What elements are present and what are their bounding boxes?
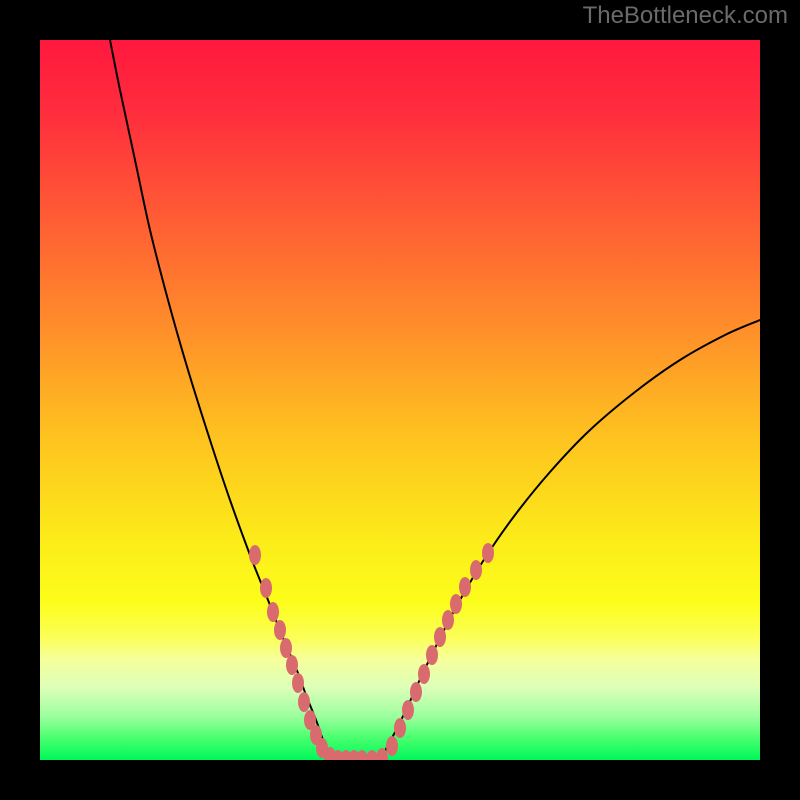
data-marker — [470, 560, 482, 580]
data-marker — [280, 638, 292, 658]
data-marker — [450, 594, 462, 614]
data-marker — [249, 545, 261, 565]
data-marker — [274, 620, 286, 640]
data-marker — [298, 692, 310, 712]
data-marker — [386, 736, 398, 756]
data-marker — [286, 655, 298, 675]
data-marker — [260, 578, 272, 598]
data-marker — [434, 627, 446, 647]
data-marker — [418, 664, 430, 684]
data-marker — [482, 543, 494, 563]
data-marker — [402, 700, 414, 720]
chart-container: TheBottleneck.com — [0, 0, 800, 800]
data-marker — [442, 610, 454, 630]
bottleneck-chart — [0, 0, 800, 800]
data-marker — [394, 718, 406, 738]
gradient-background — [40, 40, 760, 760]
data-marker — [410, 682, 422, 702]
data-marker — [459, 577, 471, 597]
watermark-text: TheBottleneck.com — [583, 2, 788, 30]
data-marker — [292, 673, 304, 693]
data-marker — [426, 645, 438, 665]
data-marker — [267, 602, 279, 622]
